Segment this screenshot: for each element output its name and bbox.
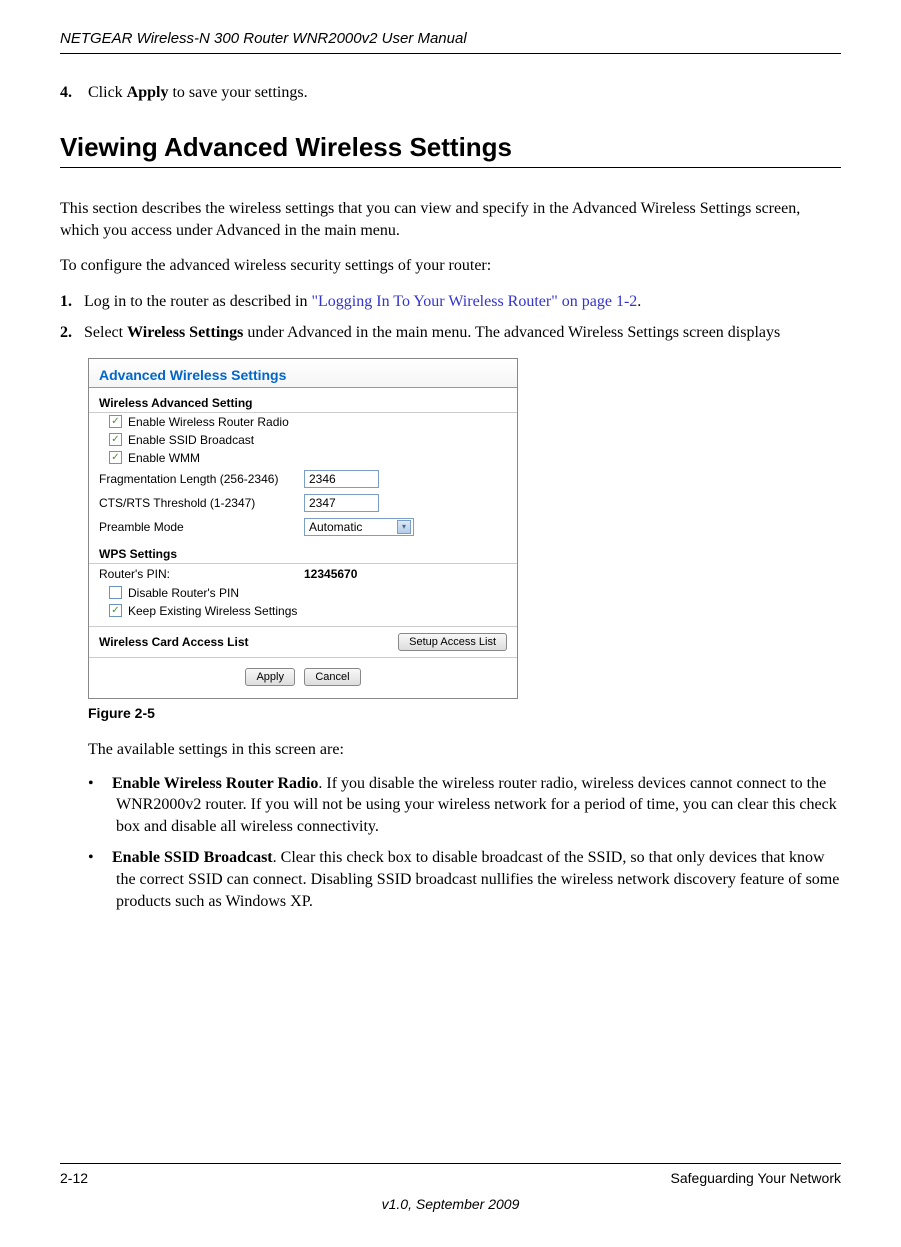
available-settings-intro: The available settings in this screen ar…: [88, 739, 841, 761]
apply-button[interactable]: Apply: [245, 668, 295, 686]
enable-ssid-label: Enable SSID Broadcast: [128, 433, 507, 447]
enable-wmm-checkbox[interactable]: ✓: [109, 451, 122, 464]
enable-wmm-label: Enable WMM: [128, 451, 507, 465]
page-header: NETGEAR Wireless-N 300 Router WNR2000v2 …: [60, 30, 841, 54]
keep-existing-checkbox[interactable]: ✓: [109, 604, 122, 617]
fragmentation-label: Fragmentation Length (256-2346): [99, 472, 304, 486]
cts-rts-label: CTS/RTS Threshold (1-2347): [99, 496, 304, 510]
figure-caption: Figure 2-5: [88, 705, 841, 721]
page-footer: 2-12 Safeguarding Your Network v1.0, Sep…: [60, 1163, 841, 1212]
step-2: 2.Select Wireless Settings under Advance…: [60, 322, 841, 344]
access-list-label: Wireless Card Access List: [99, 635, 398, 649]
fragmentation-input[interactable]: [304, 470, 379, 488]
cancel-button[interactable]: Cancel: [304, 668, 360, 686]
wps-section-title: WPS Settings: [89, 539, 517, 564]
step-4-number: 4.: [60, 84, 84, 102]
bullet-2-bold: Enable SSID Broadcast: [112, 849, 273, 866]
preamble-value: Automatic: [309, 520, 362, 534]
setup-access-list-button[interactable]: Setup Access List: [398, 633, 507, 651]
footer-section: Safeguarding Your Network: [671, 1170, 841, 1186]
step-2-number: 2.: [60, 322, 84, 344]
enable-ssid-checkbox[interactable]: ✓: [109, 433, 122, 446]
step-1-prefix: Log in to the router as described in: [84, 293, 312, 310]
router-pin-value: 12345670: [304, 567, 357, 581]
section-heading: Viewing Advanced Wireless Settings: [60, 132, 841, 168]
panel-title: Advanced Wireless Settings: [89, 359, 517, 388]
step-1-suffix: .: [637, 293, 641, 310]
step-2-prefix: Select: [84, 324, 127, 341]
screenshot-container: Advanced Wireless Settings Wireless Adva…: [88, 358, 841, 699]
cts-rts-input[interactable]: [304, 494, 379, 512]
step-2-bold: Wireless Settings: [127, 324, 243, 341]
bullet-marker: •: [88, 773, 112, 795]
footer-version: v1.0, September 2009: [60, 1196, 841, 1212]
bullet-1-bold: Enable Wireless Router Radio: [112, 775, 318, 792]
step-4-prefix: Click: [88, 84, 127, 101]
intro-paragraph: This section describes the wireless sett…: [60, 198, 841, 241]
bullet-enable-radio: •Enable Wireless Router Radio. If you di…: [88, 773, 841, 838]
enable-radio-checkbox[interactable]: ✓: [109, 415, 122, 428]
wireless-advanced-section-title: Wireless Advanced Setting: [89, 388, 517, 413]
preamble-label: Preamble Mode: [99, 520, 304, 534]
advanced-wireless-screenshot: Advanced Wireless Settings Wireless Adva…: [88, 358, 518, 699]
configure-paragraph: To configure the advanced wireless secur…: [60, 255, 841, 277]
preamble-select[interactable]: Automatic ▾: [304, 518, 414, 536]
bullet-marker: •: [88, 847, 112, 869]
enable-radio-label: Enable Wireless Router Radio: [128, 415, 507, 429]
step-1-number: 1.: [60, 291, 84, 313]
step-1: 1.Log in to the router as described in "…: [60, 291, 841, 313]
chevron-down-icon: ▾: [397, 520, 411, 534]
router-pin-label: Router's PIN:: [99, 567, 304, 581]
keep-existing-label: Keep Existing Wireless Settings: [128, 604, 507, 618]
step-4-suffix: to save your settings.: [168, 84, 307, 101]
disable-pin-checkbox[interactable]: [109, 586, 122, 599]
step-2-suffix: under Advanced in the main menu. The adv…: [243, 324, 780, 341]
step-1-link[interactable]: "Logging In To Your Wireless Router" on …: [312, 293, 638, 310]
footer-page-number: 2-12: [60, 1170, 88, 1186]
step-4-bold: Apply: [127, 84, 169, 101]
step-4: 4. Click Apply to save your settings.: [60, 84, 841, 102]
disable-pin-label: Disable Router's PIN: [128, 586, 507, 600]
bullet-enable-ssid: •Enable SSID Broadcast. Clear this check…: [88, 847, 841, 912]
